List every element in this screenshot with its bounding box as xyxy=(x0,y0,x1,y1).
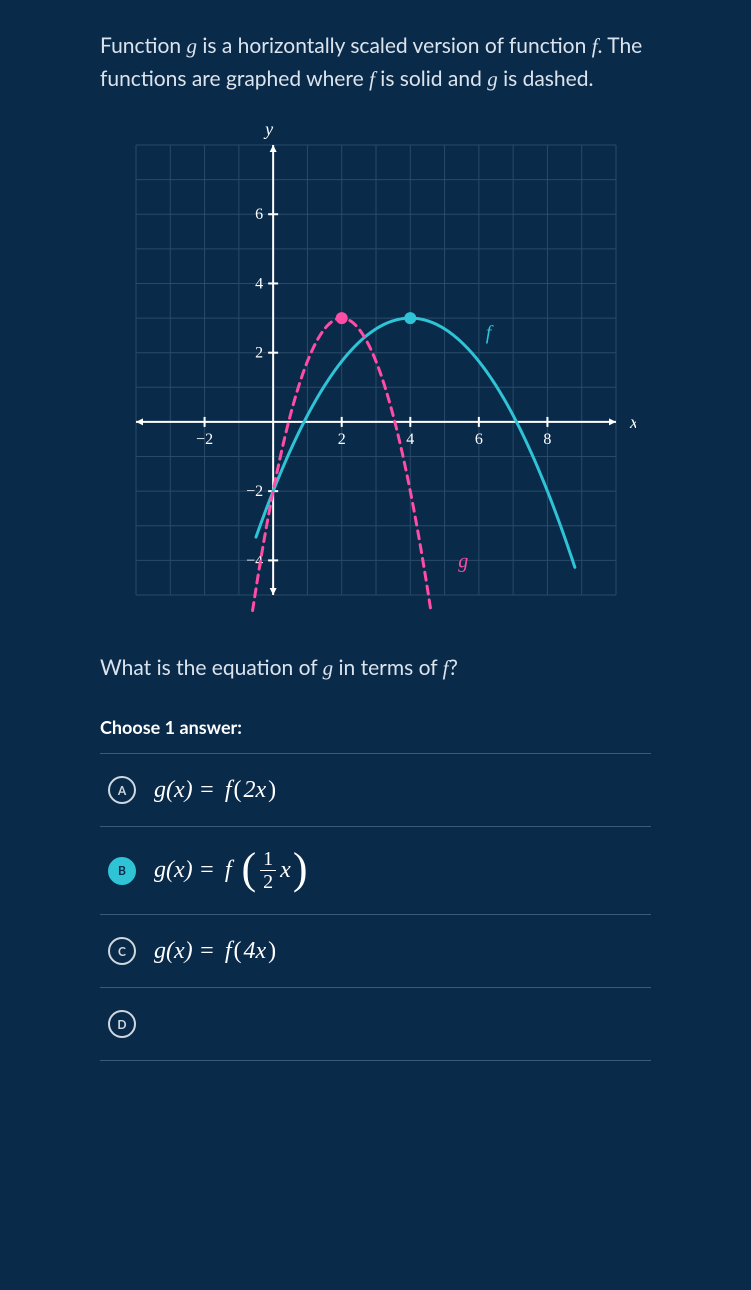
function-graph: −22468−4−2246xyfg xyxy=(116,125,636,615)
svg-text:6: 6 xyxy=(474,431,482,448)
radio-a[interactable]: A xyxy=(108,776,136,804)
radio-letter: C xyxy=(118,944,126,959)
svg-text:−2: −2 xyxy=(196,431,213,448)
answer-a-equation: g(x) = f ( 2x ) xyxy=(154,777,276,804)
var-g: g xyxy=(323,656,334,680)
graph-container: −22468−4−2246xyfg xyxy=(100,125,651,615)
answer-list: A g(x) = f ( 2x ) B g(x) = f ( 1 2 x ) xyxy=(100,753,651,1061)
answer-b-equation: g(x) = f ( 1 2 x ) xyxy=(154,849,307,892)
prompt-text: is dashed. xyxy=(498,66,594,91)
prompt-text: Function xyxy=(100,33,186,58)
var-g: g xyxy=(186,34,197,58)
svg-text:2: 2 xyxy=(255,345,263,362)
radio-letter: B xyxy=(118,863,126,878)
svg-text:4: 4 xyxy=(255,276,263,293)
svg-text:6: 6 xyxy=(255,206,263,223)
svg-text:y: y xyxy=(263,125,273,139)
var-g: g xyxy=(487,67,498,91)
svg-text:2: 2 xyxy=(337,431,345,448)
radio-c[interactable]: C xyxy=(108,937,136,965)
answer-option-c[interactable]: C g(x) = f ( 4x ) xyxy=(100,915,651,988)
svg-text:4: 4 xyxy=(406,431,414,448)
question-text: What is the equation of g in terms of f? xyxy=(100,655,651,681)
svg-text:f: f xyxy=(485,322,493,344)
radio-letter: D xyxy=(117,1017,126,1032)
choose-label: Choose 1 answer: xyxy=(100,716,651,738)
answer-option-a[interactable]: A g(x) = f ( 2x ) xyxy=(100,754,651,827)
radio-d[interactable]: D xyxy=(108,1010,136,1038)
answer-c-equation: g(x) = f ( 4x ) xyxy=(154,938,276,965)
svg-text:8: 8 xyxy=(543,431,551,448)
svg-text:g: g xyxy=(458,550,468,572)
radio-b[interactable]: B xyxy=(108,857,136,885)
answer-option-d[interactable]: D xyxy=(100,988,651,1061)
svg-text:x: x xyxy=(629,412,636,432)
problem-prompt: Function g is a horizontally scaled vers… xyxy=(100,30,651,95)
answer-option-b[interactable]: B g(x) = f ( 1 2 x ) xyxy=(100,827,651,915)
prompt-text: is solid and xyxy=(375,66,487,91)
fraction: 1 2 xyxy=(260,849,276,892)
svg-text:−2: −2 xyxy=(246,483,263,500)
radio-letter: A xyxy=(118,783,126,798)
prompt-text: is a horizontally scaled version of func… xyxy=(197,33,592,58)
